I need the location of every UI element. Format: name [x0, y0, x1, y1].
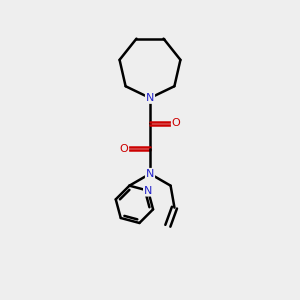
Text: N: N	[144, 186, 152, 196]
Text: N: N	[146, 169, 154, 179]
Text: N: N	[146, 93, 154, 103]
Text: O: O	[119, 143, 128, 154]
Text: O: O	[172, 118, 181, 128]
